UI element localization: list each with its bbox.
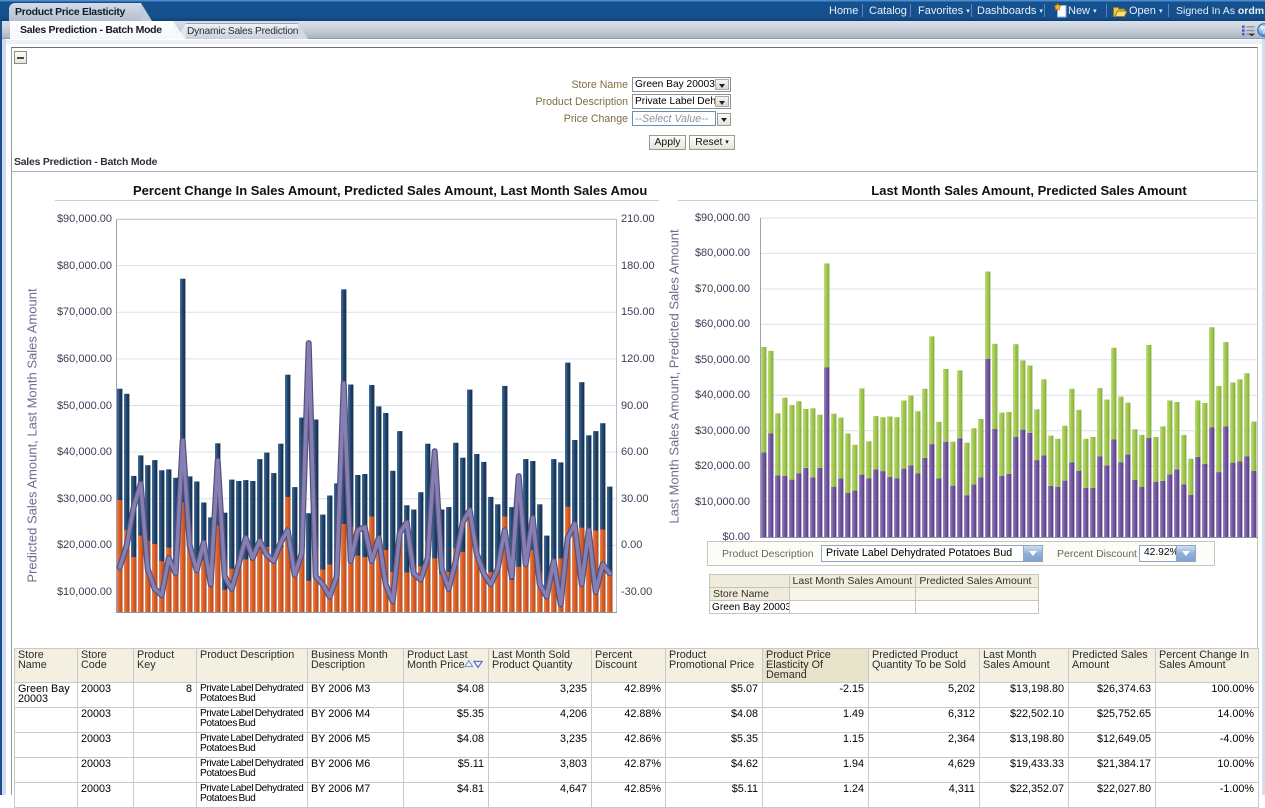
svg-text:?: ?: [1261, 26, 1265, 37]
